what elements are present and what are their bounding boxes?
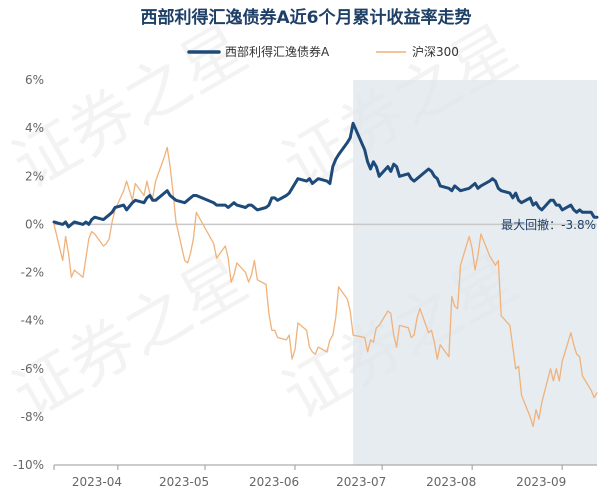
series-line-index: [53, 146, 598, 428]
y-tick-label: 6%: [25, 73, 44, 87]
max-drawdown-annotation: 最大回撤：-3.8%: [501, 217, 596, 232]
x-tick-label: 2023-04: [72, 475, 122, 489]
y-tick-label: -2%: [21, 266, 44, 280]
x-tick-label: 2023-06: [249, 475, 299, 489]
x-axis: 2023-04 2023-05 2023-06 2023-07 2023-08 2023-…: [53, 464, 597, 489]
drawdown-shade: [353, 80, 597, 465]
y-tick-label: -6%: [21, 362, 44, 376]
chart-title: 西部利得汇逸债券A近6个月累计收益率走势: [141, 7, 472, 28]
y-tick-label: 4%: [25, 121, 44, 135]
x-tick-label: 2023-08: [426, 475, 476, 489]
y-tick-label: 0%: [25, 217, 44, 231]
x-tick-label: 2023-07: [336, 475, 386, 489]
x-tick-label: 2023-05: [159, 475, 209, 489]
y-axis: 6% 4% 2% 0% -2% -4% -6% -8% -10%: [13, 73, 597, 472]
x-tick-label: 2023-09: [516, 475, 566, 489]
y-tick-label: -10%: [13, 458, 44, 472]
legend: 西部利得汇逸债券A 沪深300: [187, 44, 459, 59]
legend-label-index: 沪深300: [412, 45, 459, 59]
y-tick-label: -4%: [21, 314, 44, 328]
series-layer: [52, 121, 599, 428]
y-tick-label: -8%: [21, 410, 44, 424]
legend-label-fund: 西部利得汇逸债券A: [225, 44, 330, 59]
y-tick-label: 2%: [25, 169, 44, 183]
series-line-fund: [52, 121, 599, 229]
